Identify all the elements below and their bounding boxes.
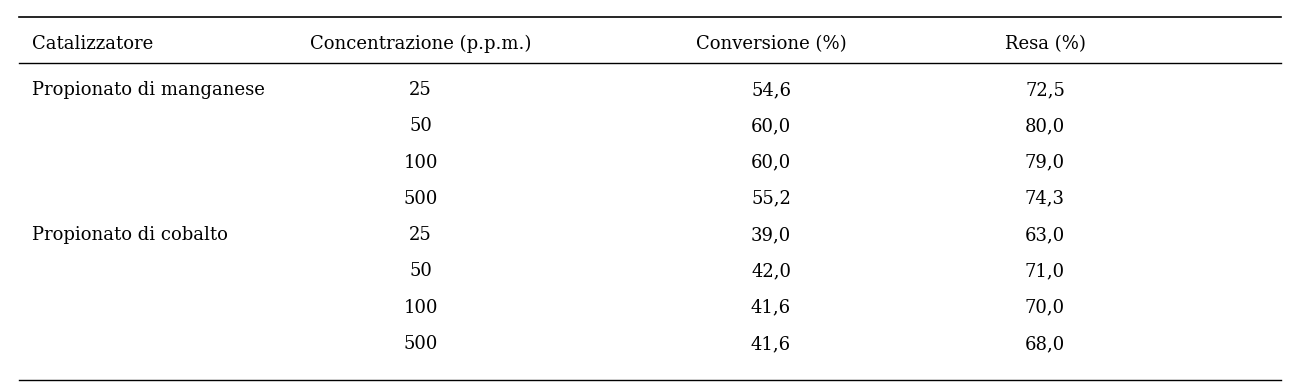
Text: 50: 50 xyxy=(410,262,432,280)
Text: Propionato di cobalto: Propionato di cobalto xyxy=(32,226,228,244)
Text: 39,0: 39,0 xyxy=(751,226,792,244)
Text: 100: 100 xyxy=(403,154,438,172)
Text: 70,0: 70,0 xyxy=(1024,299,1065,317)
Text: 100: 100 xyxy=(403,299,438,317)
Text: 41,6: 41,6 xyxy=(751,335,792,353)
Text: 54,6: 54,6 xyxy=(751,81,790,99)
Text: Conversione (%): Conversione (%) xyxy=(696,35,846,53)
Text: Catalizzatore: Catalizzatore xyxy=(32,35,153,53)
Text: Concentrazione (p.p.m.): Concentrazione (p.p.m.) xyxy=(309,35,532,53)
Text: 79,0: 79,0 xyxy=(1024,154,1065,172)
Text: 50: 50 xyxy=(410,117,432,135)
Text: 80,0: 80,0 xyxy=(1024,117,1065,135)
Text: Propionato di manganese: Propionato di manganese xyxy=(32,81,265,99)
Text: Resa (%): Resa (%) xyxy=(1005,35,1086,53)
Text: 60,0: 60,0 xyxy=(751,154,792,172)
Text: 55,2: 55,2 xyxy=(751,190,790,208)
Text: 500: 500 xyxy=(403,190,438,208)
Text: 63,0: 63,0 xyxy=(1024,226,1065,244)
Text: 71,0: 71,0 xyxy=(1024,262,1065,280)
Text: 74,3: 74,3 xyxy=(1024,190,1065,208)
Text: 72,5: 72,5 xyxy=(1024,81,1065,99)
Text: 41,6: 41,6 xyxy=(751,299,792,317)
Text: 500: 500 xyxy=(403,335,438,353)
Text: 60,0: 60,0 xyxy=(751,117,792,135)
Text: 25: 25 xyxy=(410,226,432,244)
Text: 25: 25 xyxy=(410,81,432,99)
Text: 42,0: 42,0 xyxy=(751,262,790,280)
Text: 68,0: 68,0 xyxy=(1024,335,1065,353)
